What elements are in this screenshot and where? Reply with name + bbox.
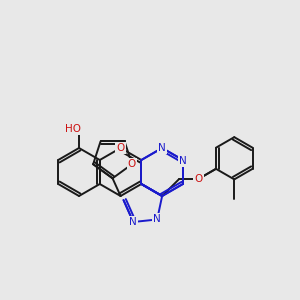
- Text: N: N: [158, 143, 166, 153]
- Text: HO: HO: [65, 124, 81, 134]
- Text: O: O: [128, 159, 136, 169]
- Text: N: N: [129, 217, 137, 227]
- Text: O: O: [116, 143, 125, 153]
- Text: N: N: [179, 155, 187, 165]
- Text: N: N: [153, 214, 161, 224]
- Text: O: O: [194, 174, 202, 184]
- Text: N: N: [153, 214, 161, 224]
- Text: N: N: [129, 217, 137, 227]
- Text: N: N: [179, 156, 187, 166]
- Text: N: N: [158, 143, 166, 153]
